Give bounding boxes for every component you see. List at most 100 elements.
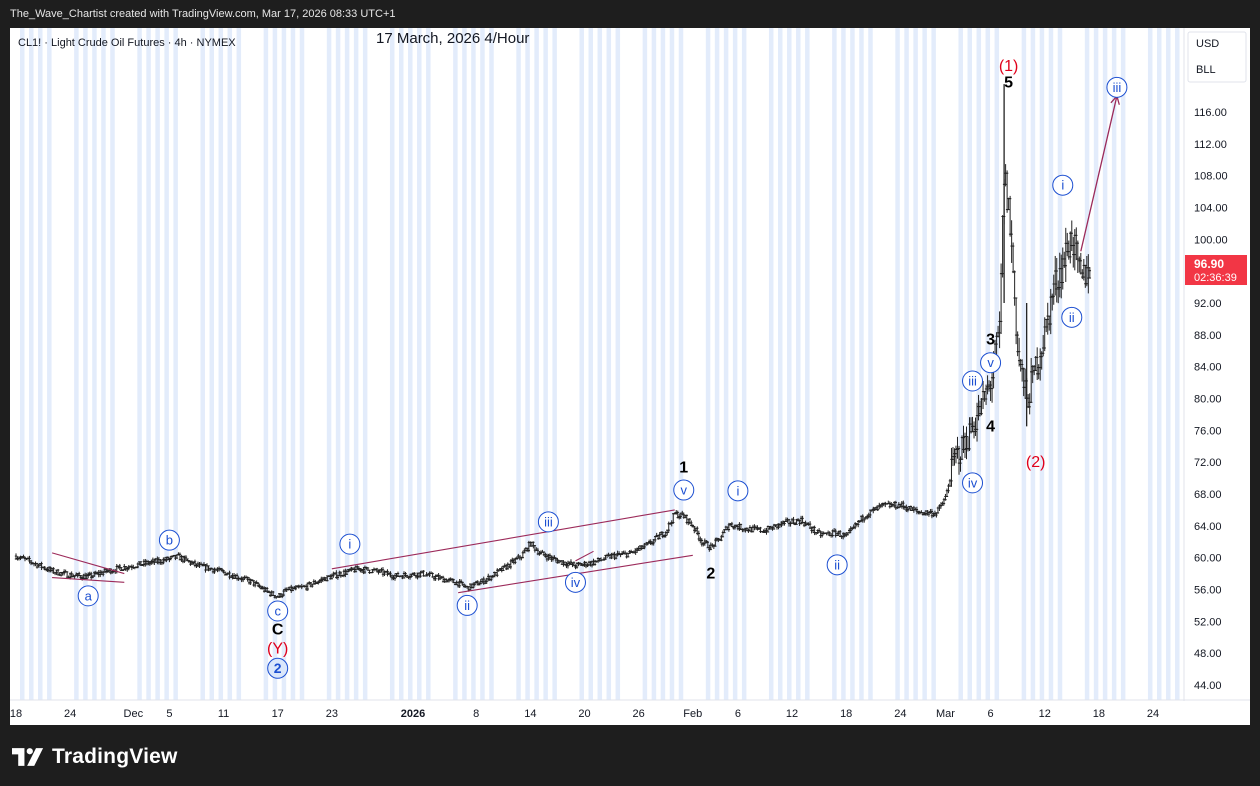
session-band [705, 28, 711, 700]
wave-label: (Y) [267, 640, 288, 657]
session-band [588, 28, 593, 700]
wave-label-circle [980, 352, 1002, 374]
time-tick: 20 [578, 708, 590, 720]
price-tick: 68.00 [1194, 489, 1222, 501]
session-band [642, 28, 648, 700]
time-tick: 6 [735, 708, 741, 720]
trend-line [52, 577, 125, 583]
session-band [913, 28, 918, 700]
wave-label: 5 [1004, 75, 1013, 92]
session-band [83, 28, 88, 700]
wave-label-circle [1061, 306, 1083, 328]
session-band [335, 28, 341, 700]
time-tick: 12 [1039, 708, 1051, 720]
wave-label: a [85, 588, 93, 603]
session-band [597, 28, 603, 700]
session-band [137, 28, 142, 700]
session-band [778, 28, 783, 700]
session-band [732, 28, 738, 700]
session-band [516, 28, 521, 700]
wave-label-circle [267, 600, 289, 622]
time-tick: 14 [524, 708, 536, 720]
price-tick: 76.00 [1194, 425, 1222, 437]
session-band [389, 28, 395, 700]
price-tick: 64.00 [1194, 521, 1222, 533]
session-band [29, 28, 34, 700]
wave-label: 3 [986, 332, 995, 349]
wave-label: 2 [706, 566, 715, 583]
wave-label-circle [826, 554, 848, 576]
session-band [47, 28, 52, 700]
session-band [606, 28, 612, 700]
wave-label-circle [962, 472, 984, 494]
axes: USD BLL 116.00 112.00 108.00 104.00 100.00 92.0… [10, 28, 1250, 725]
time-tick: 2026 [401, 708, 425, 720]
wave-label-circle [1106, 76, 1128, 98]
session-band [426, 28, 431, 700]
session-band [236, 28, 242, 700]
session-band [1175, 28, 1180, 700]
session-band [326, 28, 332, 700]
wave-label: iii [1113, 80, 1122, 95]
session-band [200, 28, 205, 700]
tradingview-logo[interactable]: TradingView [12, 740, 178, 774]
trend-lines [51, 95, 1120, 594]
caption-text: The_Wave_Chartist created with TradingVi… [10, 8, 396, 20]
chart-panel[interactable]: a b c C (Y) 2 i ii iii iv v 1 2 i ii iv iii 4 v 3 5 (1) (2) i ii… [10, 28, 1250, 725]
session-band [101, 28, 106, 700]
session-band [299, 28, 305, 700]
wave-label: i [1061, 178, 1064, 193]
wave-label: (1) [999, 58, 1019, 75]
session-band [1030, 28, 1036, 700]
price-tick: 60.00 [1194, 553, 1222, 565]
session-band [1120, 28, 1126, 700]
wave-label: 2 [274, 660, 282, 676]
session-band [976, 28, 982, 700]
time-tick: 18 [1093, 708, 1105, 720]
session-band [931, 28, 936, 700]
bar-countdown: 02:36:39 [1194, 272, 1237, 284]
time-tick: 23 [326, 708, 338, 720]
session-band [768, 28, 774, 700]
price-tick: 104.00 [1194, 203, 1228, 215]
price-tick: 84.00 [1194, 362, 1222, 374]
price-tick: 72.00 [1194, 457, 1222, 469]
wave-label: i [736, 483, 739, 498]
session-band [218, 28, 224, 700]
session-band [895, 28, 900, 700]
session-band [146, 28, 151, 700]
session-band [1102, 28, 1108, 700]
wave-label-circle [727, 480, 749, 502]
session-band [525, 28, 530, 700]
price-tick: 56.00 [1194, 585, 1222, 597]
session-band [534, 28, 539, 700]
price-tick: 80.00 [1194, 394, 1222, 406]
price-tick: 88.00 [1194, 330, 1222, 342]
currency-box [1187, 31, 1247, 83]
last-price-tag [1185, 255, 1247, 286]
session-band [723, 28, 729, 700]
wave-label-circle [158, 529, 180, 551]
wave-label: c [274, 603, 281, 618]
wave-label-circle [564, 571, 586, 593]
tradingview-logo-icon [12, 748, 44, 766]
session-band [669, 28, 675, 700]
session-band [552, 28, 557, 700]
time-tick: 24 [64, 708, 76, 720]
wave-label: ii [1069, 310, 1075, 325]
session-band [74, 28, 79, 700]
session-band [20, 28, 25, 700]
session-band [110, 28, 115, 700]
price-chart[interactable]: abcC(Y)2iiiiiiivv12iiiiviii4v35(1)(2)iii… [10, 28, 1250, 725]
time-axis-area [10, 701, 1250, 725]
wave-label-circle [1052, 174, 1074, 196]
session-band [741, 28, 747, 700]
session-band [480, 28, 485, 700]
session-band [290, 28, 296, 700]
wave-label-circle [456, 594, 478, 616]
session-band [353, 28, 359, 700]
session-band [841, 28, 846, 700]
session-band [344, 28, 350, 700]
session-band [453, 28, 458, 700]
wave-label: v [987, 355, 994, 370]
